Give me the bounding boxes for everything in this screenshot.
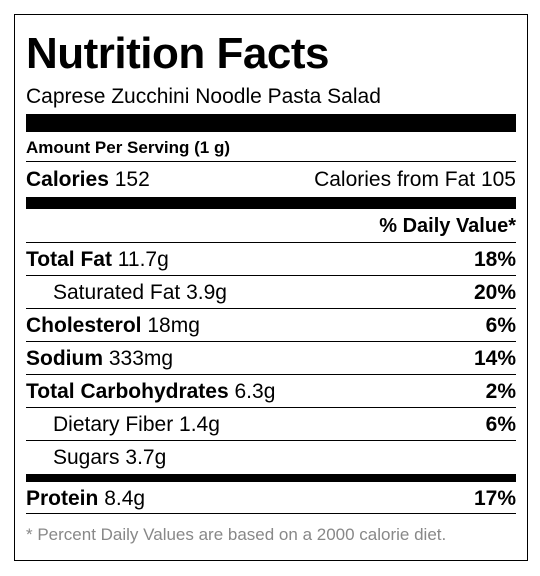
nutrient-name: Total Fat	[26, 248, 112, 272]
calories-row: Calories 152 Calories from Fat 105	[26, 162, 516, 197]
nutrient-pct: 2%	[485, 380, 516, 404]
nutrient-amount: 3.7g	[125, 446, 167, 470]
nutrient-row-sodium: Sodium 333mg 14%	[26, 342, 516, 376]
nutrient-row-total-carbohydrates: Total Carbohydrates 6.3g 2%	[26, 375, 516, 409]
calories-label: Calories	[26, 168, 109, 192]
nutrient-amount: 1.4g	[179, 413, 220, 437]
nutrient-pct: 20%	[473, 281, 516, 305]
calories-value: 152	[114, 168, 150, 192]
nutrient-row-protein: Protein 8.4g 17%	[26, 474, 516, 511]
nutrient-pct: 14%	[473, 347, 516, 371]
nutrient-amount: 18mg	[147, 314, 200, 338]
nutrient-amount: 11.7g	[117, 248, 169, 272]
nutrient-pct: 6%	[485, 314, 516, 338]
nutrient-pct: 6%	[485, 413, 516, 437]
nutrient-row-saturated-fat: Saturated Fat 3.9g 20%	[26, 276, 516, 310]
calories-from-fat: Calories from Fat 105	[314, 168, 516, 192]
nutrient-name: Protein	[26, 487, 99, 511]
recipe-name: Caprese Zucchini Noodle Pasta Salad	[26, 85, 381, 108]
nutrient-name: Dietary Fiber	[53, 413, 174, 437]
serving-size: Amount Per Serving (1 g)	[26, 132, 516, 163]
daily-value-header: % Daily Value*	[26, 209, 516, 244]
label-title: Nutrition Facts	[26, 29, 329, 78]
nutrient-pct: 17%	[473, 487, 516, 511]
thick-divider	[26, 114, 516, 133]
nutrient-amount: 3.9g	[186, 281, 227, 305]
nutrient-row-cholesterol: Cholesterol 18mg 6%	[26, 309, 516, 343]
nutrient-name: Sugars	[53, 446, 120, 470]
nutrient-amount: 333mg	[108, 347, 174, 371]
medium-divider	[26, 197, 516, 210]
footnote-divider	[26, 513, 516, 515]
nutrient-amount: 6.3g	[234, 380, 276, 404]
nutrient-name: Saturated Fat	[53, 281, 181, 305]
nutrient-amount: 8.4g	[104, 487, 146, 511]
nutrient-name: Total Carbohydrates	[26, 380, 229, 404]
nutrient-name: Sodium	[26, 347, 103, 371]
nutrient-name: Cholesterol	[26, 314, 142, 338]
footnote: * Percent Daily Values are based on a 20…	[26, 525, 447, 545]
nutrient-row-dietary-fiber: Dietary Fiber 1.4g 6%	[26, 408, 516, 442]
nutrient-row-total-fat: Total Fat 11.7g 18%	[26, 243, 516, 277]
nutrient-row-sugars: Sugars 3.7g	[26, 441, 516, 474]
nutrient-pct: 18%	[473, 248, 516, 272]
nutrition-label: Nutrition Facts Caprese Zucchini Noodle …	[14, 14, 528, 561]
